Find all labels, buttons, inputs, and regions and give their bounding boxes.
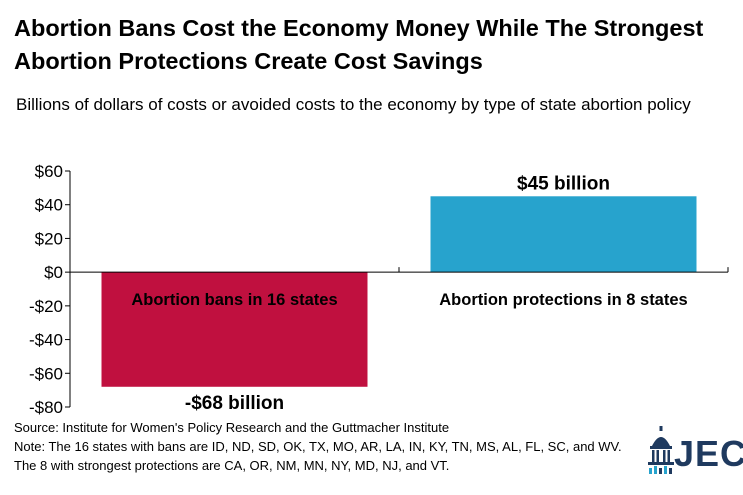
y-tick-label: $0 — [44, 263, 63, 282]
category-label: Abortion protections in 8 states — [439, 291, 687, 309]
y-tick-label: -$60 — [29, 364, 63, 383]
bar — [101, 272, 368, 387]
y-tick-label: $40 — [35, 196, 63, 215]
logo-text: JEC — [674, 433, 743, 474]
capitol-dome-icon — [648, 426, 674, 474]
chart-subtitle: Billions of dollars of costs or avoided … — [16, 95, 691, 114]
source-line: Source: Institute for Women's Policy Res… — [14, 420, 450, 435]
chart-title: Abortion Bans Cost the Economy Money Whi… — [14, 15, 704, 74]
data-label: -$68 billion — [185, 393, 284, 414]
y-tick-label: -$20 — [29, 297, 63, 316]
note-line: Note: The 16 states with bans are ID, ND… — [14, 439, 622, 473]
bar — [430, 196, 697, 273]
source-note: Source: Institute for Women's Policy Res… — [14, 418, 634, 475]
y-tick-label: $60 — [35, 162, 63, 181]
category-label: Abortion bans in 16 states — [131, 291, 337, 309]
y-tick-label: -$40 — [29, 331, 63, 350]
y-tick-label: $20 — [35, 229, 63, 248]
jec-logo: JEC — [646, 424, 743, 476]
data-label: $45 billion — [517, 173, 610, 194]
y-tick-label: -$80 — [29, 398, 63, 417]
